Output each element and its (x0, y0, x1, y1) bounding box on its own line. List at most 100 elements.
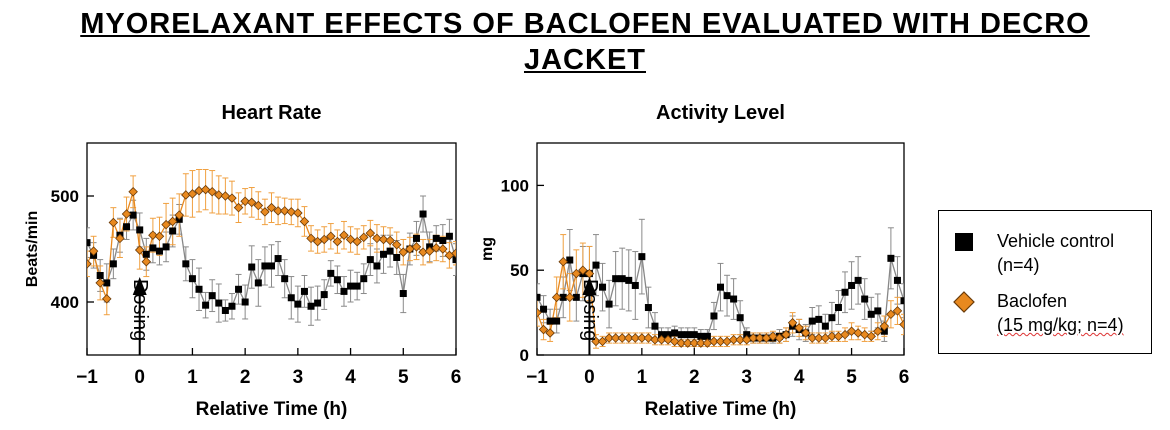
data-point (438, 244, 448, 254)
data-point (248, 263, 256, 271)
legend-baclofen-line-1: Baclofen (997, 291, 1068, 311)
y-axis-label: mg (479, 237, 496, 261)
data-point (299, 216, 310, 227)
data-point (781, 329, 791, 340)
page-title: MYORELAXANT EFFECTS OF BACLOFEN EVALUATE… (0, 6, 1170, 78)
data-point (452, 256, 456, 264)
data-point (834, 304, 842, 312)
data-point (129, 211, 137, 219)
x-tick-label: 5 (398, 367, 409, 388)
data-point (710, 312, 718, 320)
data-point (87, 239, 91, 247)
data-point (899, 319, 904, 330)
data-point (604, 333, 614, 343)
data-point (755, 333, 765, 343)
data-point (821, 322, 829, 330)
x-tick-label: 4 (794, 367, 805, 388)
data-point (155, 247, 163, 255)
data-point (174, 210, 185, 220)
data-point (717, 283, 724, 291)
data-point (412, 234, 420, 242)
y-tick-label: 50 (510, 261, 529, 280)
data-point (892, 306, 903, 316)
data-point (841, 288, 849, 296)
data-point (360, 275, 368, 283)
data-point (807, 333, 818, 343)
data-point (848, 281, 856, 289)
data-point (651, 322, 659, 330)
data-point (774, 333, 785, 343)
y-tick-label: 0 (520, 346, 529, 365)
data-point (347, 282, 355, 290)
data-point (293, 208, 303, 218)
data-point (565, 292, 575, 303)
data-point (736, 314, 744, 322)
data-point (287, 294, 295, 302)
data-point (358, 232, 369, 243)
page-title-line-1: MYORELAXANT EFFECTS OF BACLOFEN EVALUATE… (80, 8, 1090, 40)
data-point (411, 242, 422, 252)
data-point (650, 334, 660, 345)
data-point (326, 231, 336, 242)
data-point (380, 250, 388, 258)
data-point (439, 237, 447, 245)
data-point (559, 293, 567, 301)
data-point (610, 333, 621, 343)
dosing-label: Dosing (579, 279, 601, 341)
data-point (340, 287, 348, 295)
y-tick-label: 100 (501, 176, 529, 195)
legend-baclofen-line-2: (15 mg/kg; n=4) (997, 313, 1124, 337)
data-point (658, 331, 666, 339)
data-point (281, 275, 289, 283)
data-point (103, 279, 111, 287)
data-point (268, 262, 275, 270)
data-point (820, 333, 831, 343)
data-point (246, 197, 257, 208)
data-point (167, 216, 178, 227)
data-point (854, 276, 862, 284)
data-point (638, 253, 646, 261)
data-point (378, 234, 389, 245)
data-point (333, 276, 341, 284)
x-axis-label: Relative Time (h) (645, 399, 797, 420)
data-point (202, 301, 210, 309)
data-point (208, 292, 216, 300)
legend-item-vehicle: Vehicle control (n=4) (953, 229, 1114, 277)
data-point (794, 323, 804, 333)
data-point (187, 189, 198, 199)
data-point (109, 260, 117, 268)
data-point (274, 255, 282, 263)
data-point (169, 227, 177, 235)
data-point (664, 331, 672, 339)
data-point (800, 328, 811, 338)
data-point (643, 333, 654, 343)
dosing-label: Dosing (129, 279, 151, 341)
x-tick-label: 1 (187, 367, 198, 388)
data-point (161, 219, 171, 230)
markers-baclofen (537, 256, 904, 348)
data-point (96, 272, 104, 279)
legend-label-baclofen: Baclofen (15 mg/kg; n=4) (997, 289, 1124, 337)
data-point (553, 317, 561, 325)
data-point (637, 333, 647, 343)
data-point (215, 299, 223, 307)
data-point (102, 294, 112, 304)
data-point (154, 231, 165, 242)
y-tick-label: 500 (51, 187, 79, 206)
data-point (859, 329, 870, 340)
page-title-line-2: JACKET (523, 44, 646, 76)
plot-frame (536, 142, 905, 356)
data-point (115, 233, 125, 244)
x-tick-label: 6 (451, 367, 462, 388)
plot-data (87, 169, 456, 326)
data-point (233, 202, 244, 213)
data-point (136, 226, 144, 234)
data-point (558, 256, 568, 267)
data-point (572, 293, 580, 301)
data-point (227, 193, 237, 203)
data-point (684, 331, 692, 339)
data-point (207, 186, 217, 197)
dosing-arrow-head (582, 277, 597, 295)
legend-item-baclofen: Baclofen (15 mg/kg; n=4) (953, 289, 1124, 337)
data-point (599, 283, 607, 291)
